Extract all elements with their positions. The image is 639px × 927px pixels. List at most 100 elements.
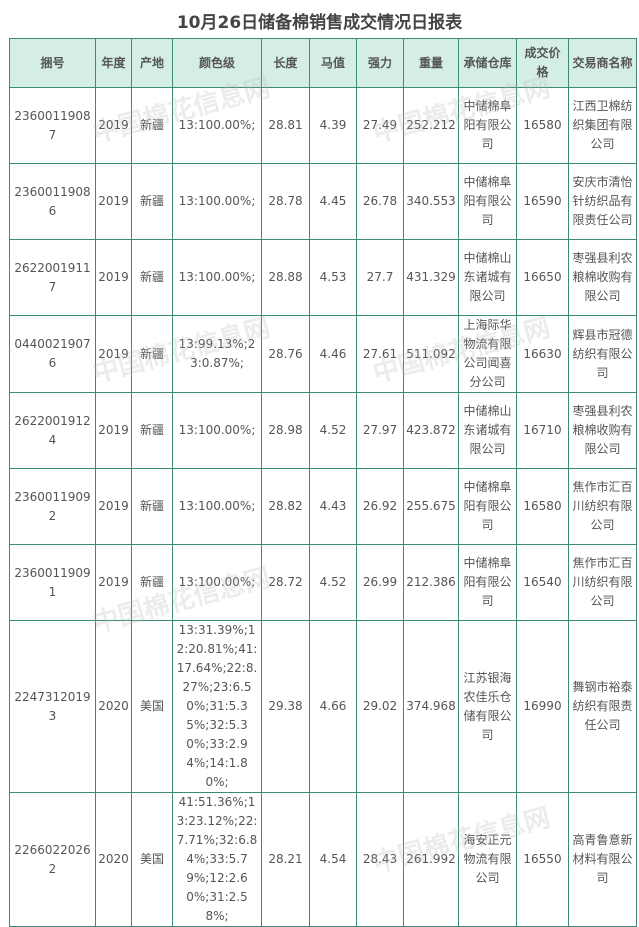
cell-warehouse: 海安正元物流有限公司 <box>458 792 517 927</box>
cell-strength: 28.43 <box>356 792 404 927</box>
cell-warehouse: 中储棉阜阳有限公司 <box>458 468 517 545</box>
cell-price: 16590 <box>516 163 569 240</box>
cell-length: 28.88 <box>261 239 310 316</box>
cell-warehouse: 中储棉阜阳有限公司 <box>458 163 517 240</box>
cell-micronaire: 4.52 <box>309 544 357 621</box>
cell-origin: 美国 <box>131 792 173 927</box>
cell-strength: 27.61 <box>356 315 404 393</box>
table-row: 23600119086 2019 新疆 13:100.00%; 28.78 4.45 26.… <box>9 163 637 240</box>
cell-price: 16540 <box>516 544 569 621</box>
table-row: 23600119087 2019 新疆 13:100.00%; 28.81 4.39 27.… <box>9 87 637 164</box>
cell-weight: 252.212 <box>403 87 459 164</box>
cell-origin: 新疆 <box>131 315 173 393</box>
cell-origin: 新疆 <box>131 87 173 164</box>
cell-micronaire: 4.54 <box>309 792 357 927</box>
table-row: 04400219076 2019 新疆 13:99.13%;23:0.87%; 28.7… <box>9 315 637 393</box>
column-header: 强力 <box>356 38 404 88</box>
cell-price: 16650 <box>516 239 569 316</box>
cell-length: 28.72 <box>261 544 310 621</box>
cell-micronaire: 4.46 <box>309 315 357 393</box>
cell-strength: 26.78 <box>356 163 404 240</box>
cell-strength: 29.02 <box>356 620 404 793</box>
cell-year: 2019 <box>95 392 132 469</box>
column-header: 承储仓库 <box>458 38 517 88</box>
column-header: 成交价格 <box>516 38 569 88</box>
column-header: 重量 <box>403 38 459 88</box>
cell-year: 2019 <box>95 163 132 240</box>
table-row: 22660220262 2020 美国 41:51.36%;13:23.12%;22:… <box>9 792 637 927</box>
cell-trader: 枣强县利农粮棉收购有限公司 <box>568 392 637 469</box>
cell-micronaire: 4.43 <box>309 468 357 545</box>
cell-origin: 新疆 <box>131 392 173 469</box>
cell-micronaire: 4.45 <box>309 163 357 240</box>
cell-weight: 212.386 <box>403 544 459 621</box>
cell-trader: 高青鲁意新材料有限公司 <box>568 792 637 927</box>
cotton-sales-table: 捆号 年度 产地 颜色级 长度 马值 强力 重量 承储仓库 成交价格 交易商名称 236001190… <box>9 38 637 927</box>
cell-trader: 安庆市清怡针纺织品有限责任公司 <box>568 163 637 240</box>
cell-micronaire: 4.53 <box>309 239 357 316</box>
header-row: 捆号 年度 产地 颜色级 长度 马值 强力 重量 承储仓库 成交价格 交易商名称 <box>9 38 637 88</box>
cell-bale-no: 23600119087 <box>9 87 96 164</box>
cell-micronaire: 4.52 <box>309 392 357 469</box>
cell-color-grade: 13:100.00%; <box>172 87 262 164</box>
cell-weight: 511.092 <box>403 315 459 393</box>
cell-bale-no: 23600119086 <box>9 163 96 240</box>
cell-length: 28.98 <box>261 392 310 469</box>
cell-length: 28.76 <box>261 315 310 393</box>
cell-length: 28.78 <box>261 163 310 240</box>
cell-length: 29.38 <box>261 620 310 793</box>
cell-year: 2020 <box>95 620 132 793</box>
cell-bale-no: 26220019124 <box>9 392 96 469</box>
cell-strength: 26.92 <box>356 468 404 545</box>
table-row: 26220019124 2019 新疆 13:100.00%; 28.98 4.52 27.… <box>9 392 637 469</box>
column-header: 马值 <box>309 38 357 88</box>
cell-origin: 新疆 <box>131 163 173 240</box>
cell-trader: 焦作市汇百川纺织有限公司 <box>568 544 637 621</box>
cell-bale-no: 22660220262 <box>9 792 96 927</box>
cell-year: 2020 <box>95 792 132 927</box>
cell-price: 16580 <box>516 87 569 164</box>
column-header: 交易商名称 <box>568 38 637 88</box>
cell-micronaire: 4.66 <box>309 620 357 793</box>
cell-year: 2019 <box>95 87 132 164</box>
cell-weight: 374.968 <box>403 620 459 793</box>
cell-trader: 江西卫棉纺织集团有限公司 <box>568 87 637 164</box>
cell-color-grade: 13:100.00%; <box>172 239 262 316</box>
column-header: 年度 <box>95 38 132 88</box>
column-header: 长度 <box>261 38 310 88</box>
cell-weight: 423.872 <box>403 392 459 469</box>
cell-bale-no: 23600119091 <box>9 544 96 621</box>
cell-color-grade: 13:99.13%;23:0.87%; <box>172 315 262 393</box>
cell-trader: 枣强县利农粮棉收购有限公司 <box>568 239 637 316</box>
cell-price: 16630 <box>516 315 569 393</box>
cell-year: 2019 <box>95 315 132 393</box>
cell-weight: 261.992 <box>403 792 459 927</box>
cell-strength: 26.99 <box>356 544 404 621</box>
cell-year: 2019 <box>95 544 132 621</box>
cell-origin: 美国 <box>131 620 173 793</box>
cell-warehouse: 上海际华物流有限公司闻喜分公司 <box>458 315 517 393</box>
cell-strength: 27.97 <box>356 392 404 469</box>
column-header: 捆号 <box>9 38 96 88</box>
cell-year: 2019 <box>95 468 132 545</box>
cell-warehouse: 中储棉山东诸城有限公司 <box>458 392 517 469</box>
cell-weight: 255.675 <box>403 468 459 545</box>
page-title: 10月26日储备棉销售成交情况日报表 <box>176 13 463 33</box>
cell-weight: 431.329 <box>403 239 459 316</box>
cell-bale-no: 22473120193 <box>9 620 96 793</box>
cell-warehouse: 中储棉阜阳有限公司 <box>458 544 517 621</box>
table-row: 23600119091 2019 新疆 13:100.00%; 28.72 4.52 26.… <box>9 544 637 621</box>
cell-price: 16580 <box>516 468 569 545</box>
cell-origin: 新疆 <box>131 544 173 621</box>
cell-origin: 新疆 <box>131 468 173 545</box>
cell-warehouse: 中储棉山东诸城有限公司 <box>458 239 517 316</box>
cell-color-grade: 13:31.39%;12:20.81%;41:17.64%;22:8.27%;2… <box>172 620 262 793</box>
cell-trader: 焦作市汇百川纺织有限公司 <box>568 468 637 545</box>
column-header: 产地 <box>131 38 173 88</box>
cell-price: 16550 <box>516 792 569 927</box>
cell-color-grade: 41:51.36%;13:23.12%;22:7.71%;32:6.84%;33… <box>172 792 262 927</box>
cell-trader: 辉县市冠德纺织有限公司 <box>568 315 637 393</box>
cell-trader: 舞钢市裕泰纺织有限责任公司 <box>568 620 637 793</box>
cell-origin: 新疆 <box>131 239 173 316</box>
cell-bale-no: 04400219076 <box>9 315 96 393</box>
